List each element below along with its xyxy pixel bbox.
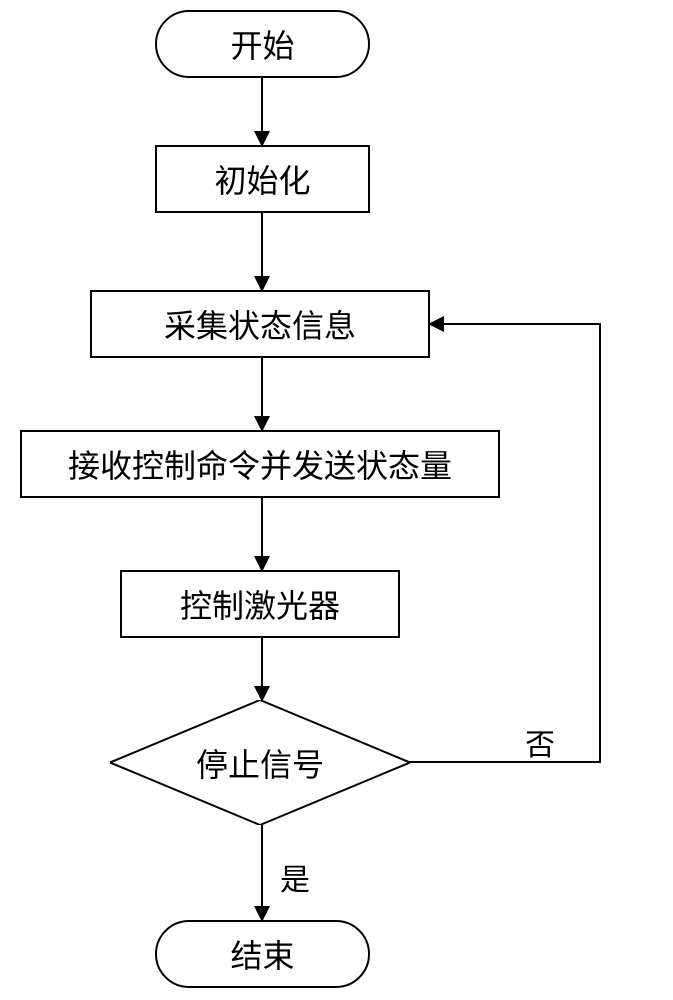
flow-start: 开始 bbox=[155, 10, 370, 78]
flow-ctrl-label: 控制激光器 bbox=[180, 581, 340, 627]
flow-start-label: 开始 bbox=[230, 21, 294, 67]
edge-stop-collect bbox=[410, 324, 600, 762]
edge-stop-no-label: 否 bbox=[525, 720, 555, 764]
flow-stop: 停止信号 bbox=[110, 700, 410, 825]
edge-stop-yes-label: 是 bbox=[280, 855, 310, 899]
flow-stop-label: 停止信号 bbox=[196, 740, 324, 786]
flow-init: 初始化 bbox=[155, 145, 370, 213]
flow-collect: 采集状态信息 bbox=[90, 290, 430, 358]
flow-end-label: 结束 bbox=[230, 931, 294, 977]
flow-init-label: 初始化 bbox=[214, 156, 310, 202]
flow-collect-label: 采集状态信息 bbox=[164, 301, 356, 347]
flow-recv: 接收控制命令并发送状态量 bbox=[20, 430, 500, 498]
flow-end: 结束 bbox=[155, 920, 370, 988]
flow-ctrl: 控制激光器 bbox=[120, 570, 400, 638]
flow-recv-label: 接收控制命令并发送状态量 bbox=[68, 441, 452, 487]
